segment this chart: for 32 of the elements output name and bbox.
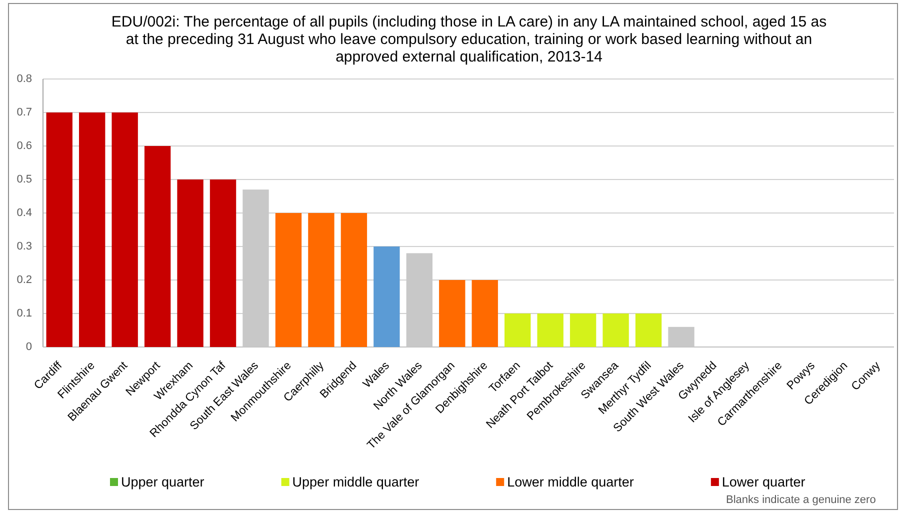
y-tick-label: 0.1 — [16, 308, 32, 320]
bar — [112, 112, 138, 347]
legend-label: Lower quarter — [722, 474, 806, 490]
bar — [504, 314, 531, 347]
text: Blanks indicate a genuine zero — [726, 494, 876, 506]
legend-label: Lower middle quarter — [507, 474, 634, 490]
y-tick-label: 0.7 — [16, 106, 32, 118]
bar — [472, 280, 498, 347]
bar — [275, 213, 302, 347]
bar — [602, 314, 629, 347]
y-tick-label: 0.4 — [16, 207, 32, 219]
bar — [537, 314, 564, 347]
bar — [177, 180, 204, 347]
bar — [439, 280, 466, 347]
legend-label: Upper quarter — [121, 474, 205, 490]
bar — [570, 314, 596, 347]
y-tick-label: 0.6 — [16, 140, 32, 152]
y-tick-label: 0 — [26, 341, 32, 353]
chart-title: EDU/002i: The percentage of all pupils (including those in LA care) in any LA maintained school, aged 15 as at the preceding 31 August who leave compulsory education, training or work based learning without an approved external qualification, 2013-14 — [111, 14, 827, 66]
y-tick-label: 0.8 — [16, 73, 32, 85]
bar — [308, 213, 334, 347]
y-tick-label: 0.2 — [16, 274, 32, 286]
bar — [635, 314, 662, 347]
y-tick-label: 0.5 — [16, 174, 32, 186]
bar — [374, 246, 400, 347]
bar — [210, 180, 236, 347]
bar — [144, 146, 171, 347]
legend-label: Upper middle quarter — [292, 474, 420, 490]
bar — [79, 112, 106, 347]
y-tick-label: 0.3 — [16, 240, 32, 252]
bar — [340, 213, 368, 347]
bar — [46, 112, 72, 347]
